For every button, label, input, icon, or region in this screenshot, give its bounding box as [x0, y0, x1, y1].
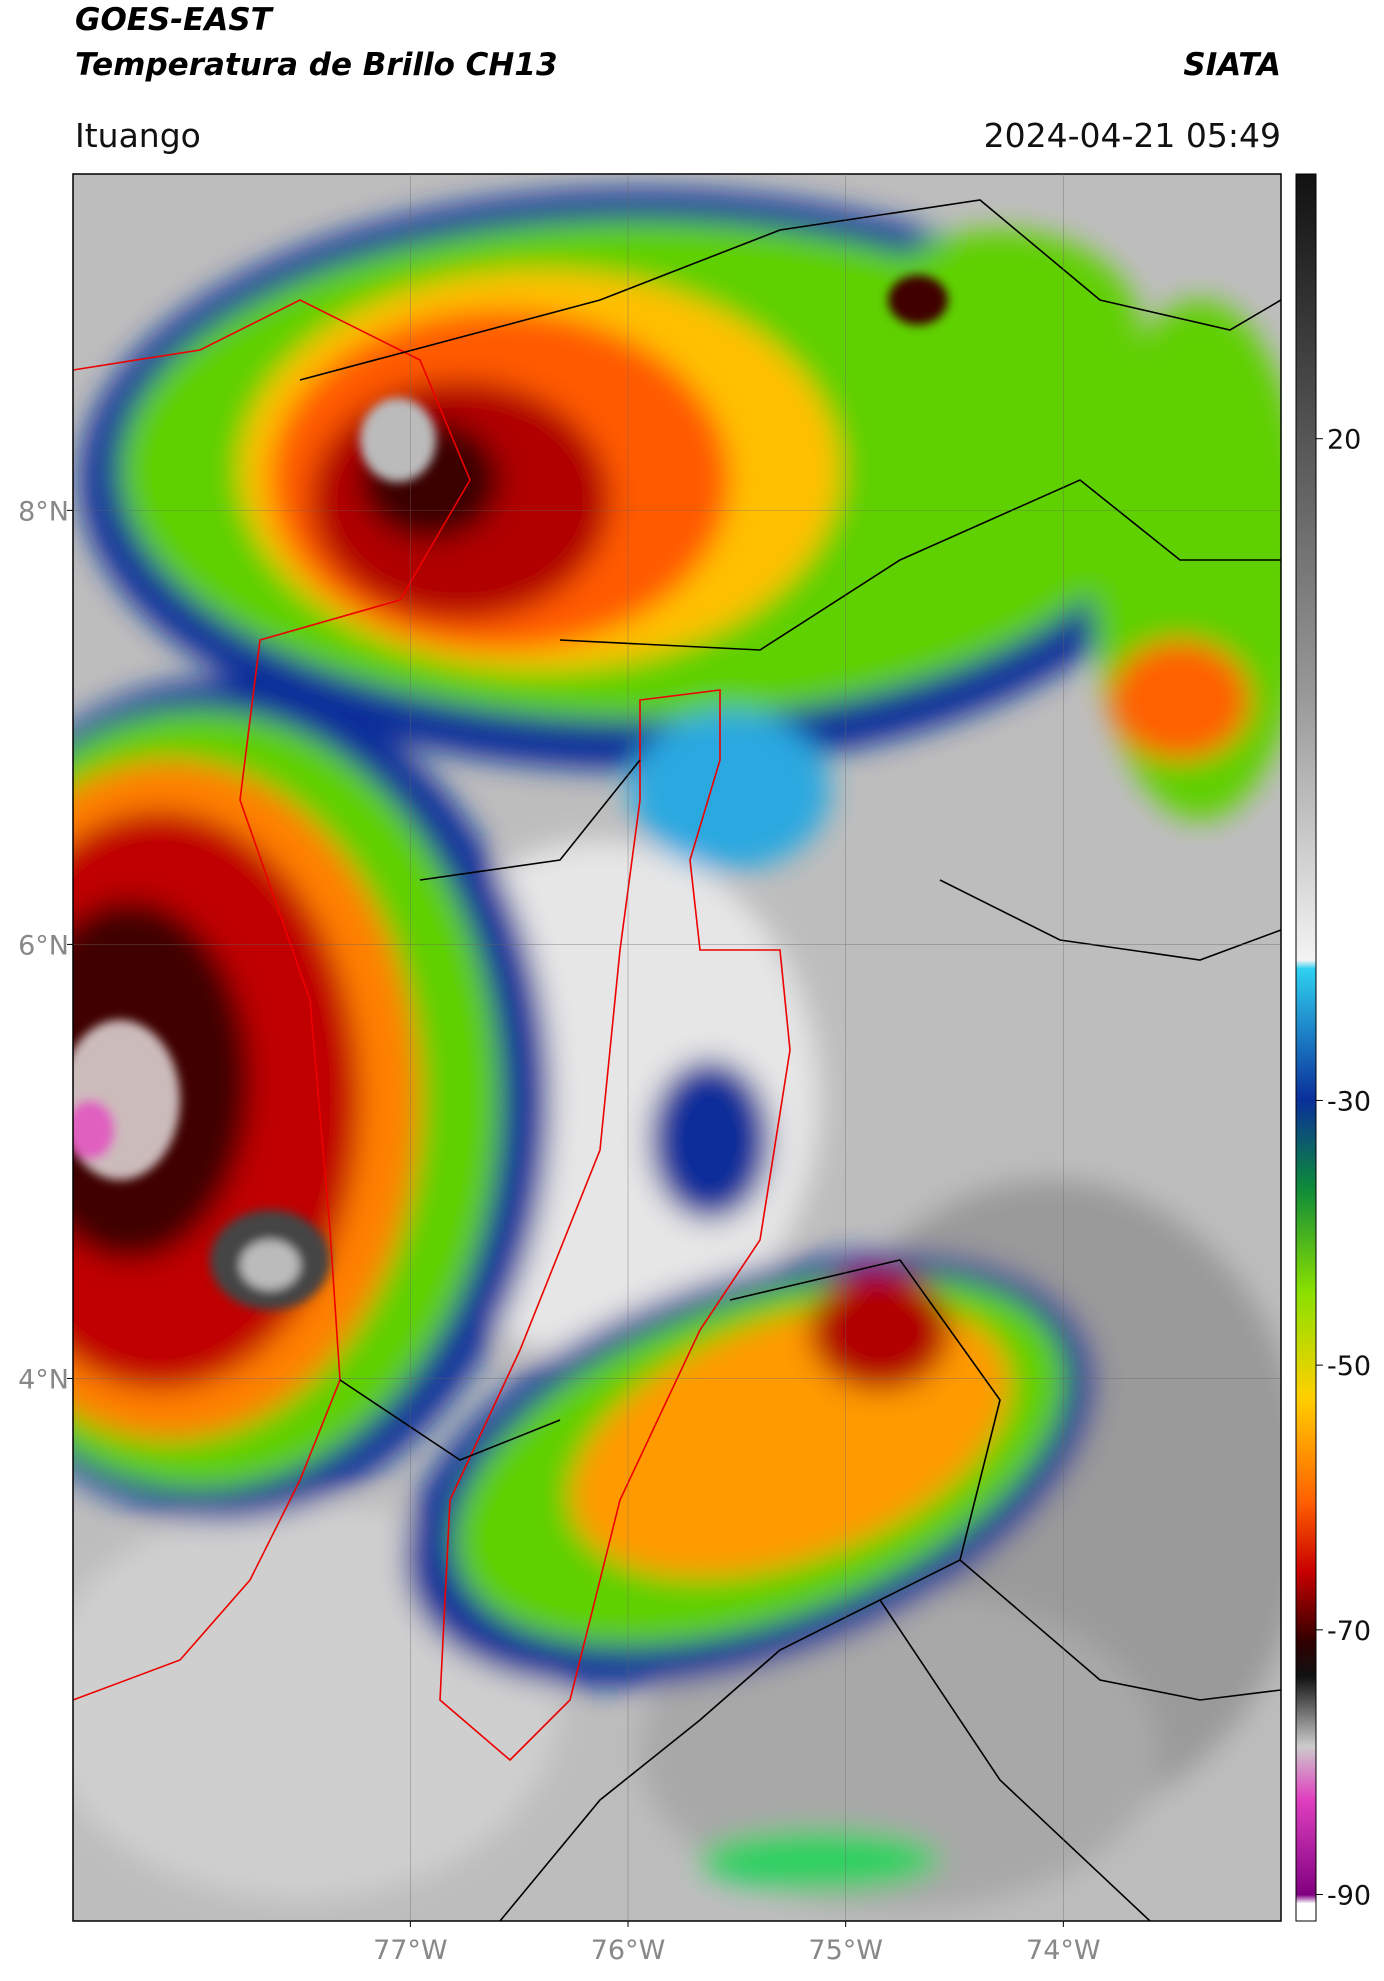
- colorbar-tick-label: -30: [1327, 1086, 1371, 1117]
- colorbar: [1295, 173, 1317, 1922]
- map-frame: [72, 173, 1282, 1922]
- y-tick-label: 8°N: [18, 496, 69, 527]
- subtitle: Temperatura de Brillo CH13: [75, 47, 558, 83]
- location: Ituango: [75, 116, 201, 155]
- colorbar-tick-label: -70: [1327, 1616, 1371, 1647]
- title: GOES-EAST: [75, 2, 275, 38]
- x-tick-label: 77°W: [373, 1935, 448, 1966]
- datetime: 2024-04-21 05:49: [984, 116, 1281, 155]
- y-tick-label: 6°N: [18, 930, 69, 961]
- satellite-image: [73, 174, 1281, 1921]
- source: SIATA: [1183, 47, 1281, 83]
- y-tick-label: 4°N: [18, 1364, 69, 1395]
- colorbar-tick-label: 20: [1327, 425, 1361, 456]
- colorbar-tick-label: -90: [1327, 1881, 1371, 1912]
- colorbar-tick-label: -50: [1327, 1351, 1371, 1382]
- x-tick-label: 74°W: [1026, 1935, 1101, 1966]
- x-tick-label: 75°W: [808, 1935, 883, 1966]
- x-tick-label: 76°W: [591, 1935, 666, 1966]
